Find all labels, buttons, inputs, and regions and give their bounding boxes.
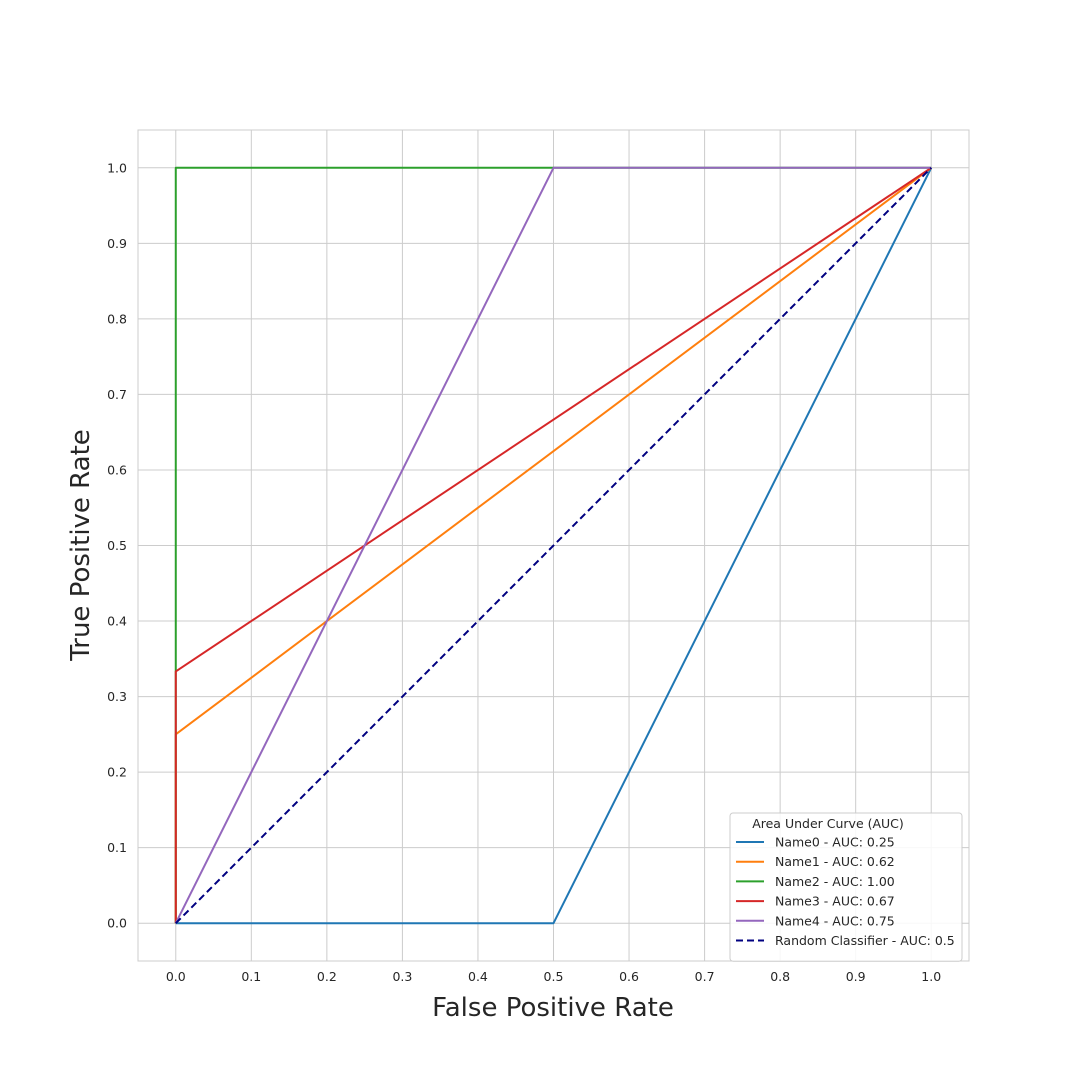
x-tick-label: 0.4 xyxy=(468,969,488,984)
series-line-3 xyxy=(174,166,932,924)
tick-labels: 0.0 0.1 0.2 0.3 0.4 0.5 0.6 0.7 0.8 0.9 1.0 0.0 0.1 0… xyxy=(107,160,941,984)
legend-title: Area Under Curve (AUC) xyxy=(752,816,904,831)
y-tick-label: 0.4 xyxy=(107,614,127,629)
x-axis-label: False Positive Rate xyxy=(432,993,674,1023)
legend-label-4: Name4 - AUC: 0.75 xyxy=(775,913,895,928)
y-tick-label: 0.8 xyxy=(107,311,127,326)
legend-label-1: Name1 - AUC: 0.62 xyxy=(775,854,895,869)
x-tick-label: 0.3 xyxy=(392,969,412,984)
y-tick-label: 0.9 xyxy=(107,236,127,251)
legend: Area Under Curve (AUC) Name0 - AUC: 0.25 N… xyxy=(729,812,963,962)
x-tick-label: 0.5 xyxy=(544,969,564,984)
series-layer xyxy=(174,166,933,925)
x-tick-label: 0.0 xyxy=(166,969,186,984)
x-tick-label: 1.0 xyxy=(921,969,941,984)
series-line-0 xyxy=(175,167,933,925)
y-tick-label: 1.0 xyxy=(107,160,127,175)
series-line-4 xyxy=(174,166,932,924)
x-tick-label: 0.8 xyxy=(770,969,790,984)
x-tick-label: 0.9 xyxy=(846,969,866,984)
y-tick-label: 0.1 xyxy=(107,840,127,855)
y-tick-label: 0.2 xyxy=(107,765,127,780)
x-tick-label: 0.7 xyxy=(695,969,715,984)
y-tick-label: 0.6 xyxy=(107,462,127,477)
y-axis-label: True Positive Rate xyxy=(66,429,96,662)
legend-label-5: Random Classifier - AUC: 0.5 xyxy=(775,933,955,948)
y-tick-label: 0.0 xyxy=(107,916,127,931)
series-line-5 xyxy=(175,167,932,924)
x-tick-label: 0.2 xyxy=(317,969,337,984)
y-tick-label: 0.7 xyxy=(107,387,127,402)
x-tick-label: 0.6 xyxy=(619,969,639,984)
legend-label-0: Name0 - AUC: 0.25 xyxy=(775,835,895,850)
legend-label-3: Name3 - AUC: 0.67 xyxy=(775,894,895,909)
legend-box xyxy=(729,812,963,962)
legend-label-2: Name2 - AUC: 1.00 xyxy=(775,874,895,889)
x-tick-label: 0.1 xyxy=(241,969,261,984)
y-tick-label: 0.5 xyxy=(107,538,127,553)
y-tick-label: 0.3 xyxy=(107,689,127,704)
